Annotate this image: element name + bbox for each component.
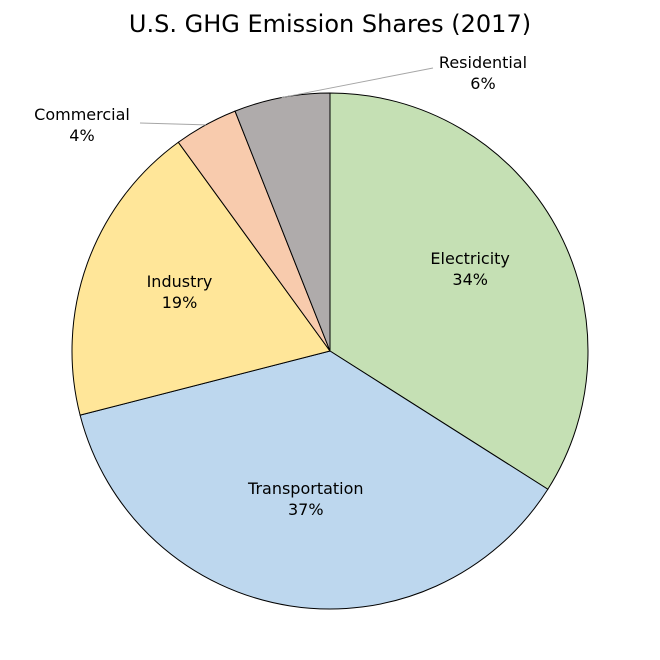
- slice-labels: Electricity 34% Transportation 37% Industry 1…: [34, 53, 527, 519]
- slice-value-industry: 19%: [162, 293, 198, 312]
- pie-slices: [71, 92, 589, 610]
- slice-label-industry: Industry: [147, 272, 213, 291]
- chart-title: U.S. GHG Emission Shares (2017): [129, 10, 531, 38]
- leader-line-commercial: [139, 122, 206, 126]
- leader-line-residential: [281, 67, 434, 99]
- slice-label-commercial: Commercial: [34, 105, 130, 124]
- slice-label-electricity: Electricity: [430, 249, 509, 268]
- leader-lines: [139, 67, 434, 126]
- slice-value-electricity: 34%: [452, 270, 488, 289]
- slice-value-residential: 6%: [470, 74, 495, 93]
- pie-slice-industry: [71, 141, 331, 416]
- slice-label-residential: Residential: [439, 53, 527, 72]
- slice-value-commercial: 4%: [69, 126, 94, 145]
- slice-label-transportation: Transportation: [247, 479, 364, 498]
- pie-slice-transportation: [79, 350, 549, 610]
- pie-slice-electricity: [329, 92, 589, 490]
- slice-value-transportation: 37%: [288, 500, 324, 519]
